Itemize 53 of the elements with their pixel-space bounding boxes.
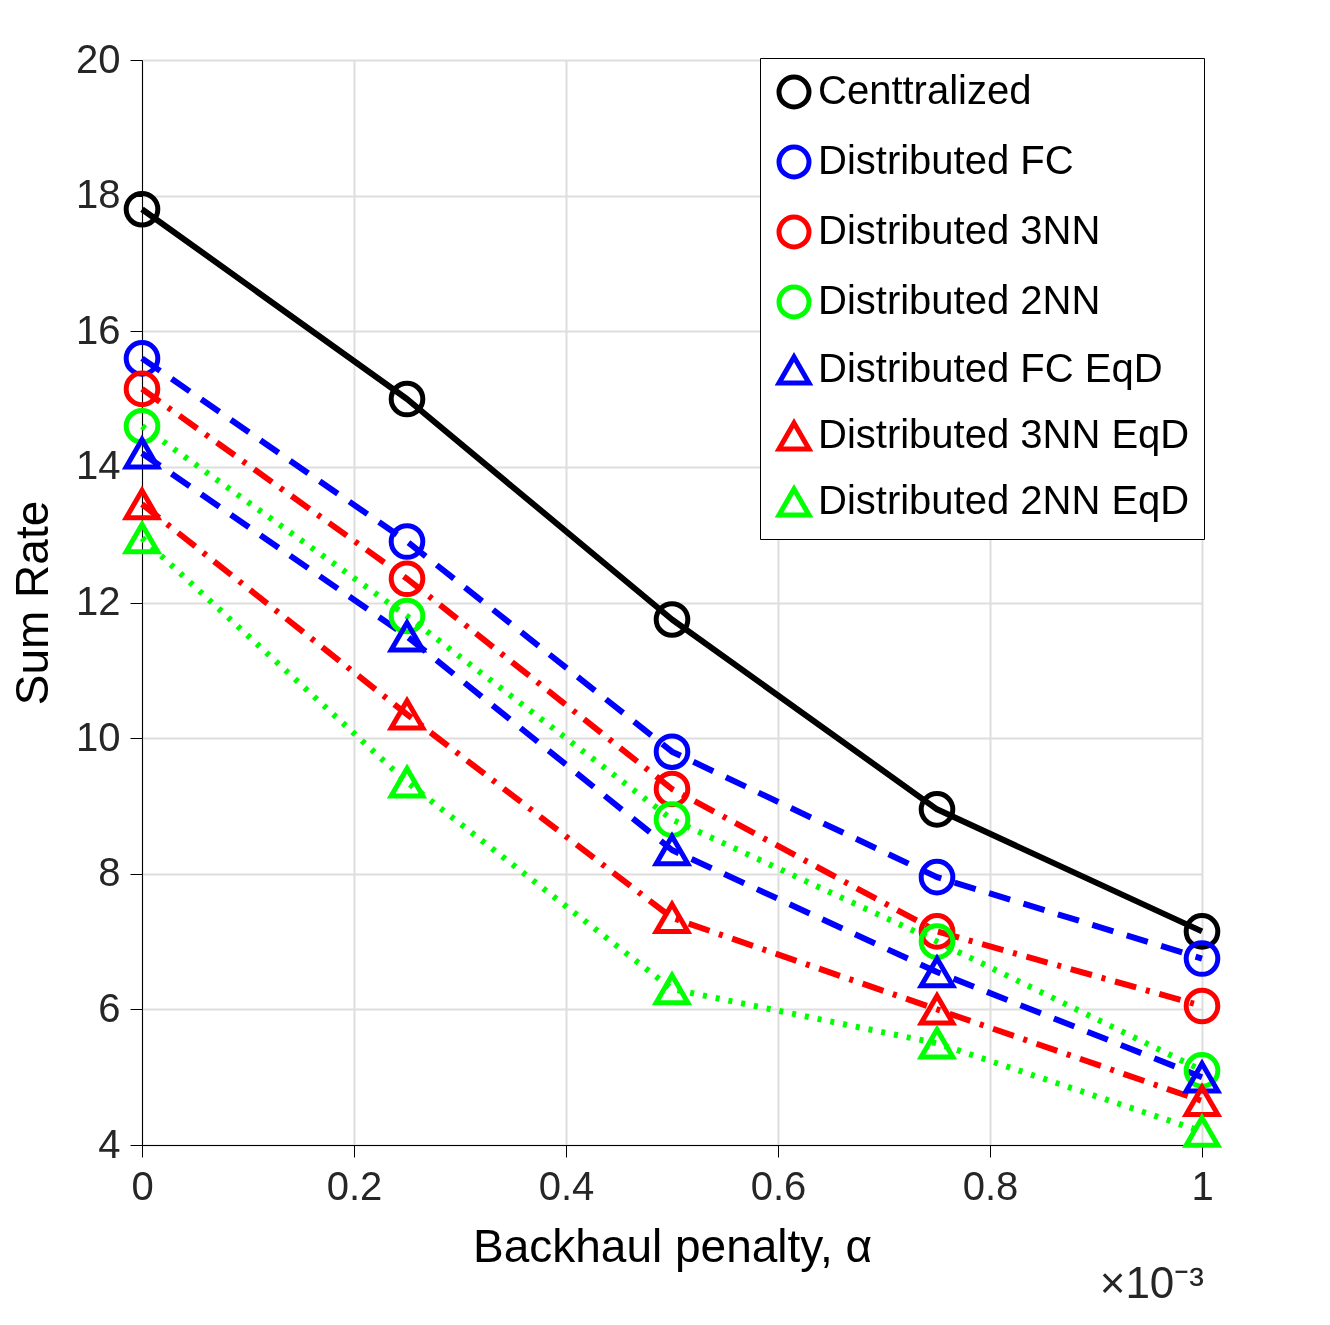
point bbox=[652, 831, 692, 867]
point bbox=[388, 698, 426, 731]
legend-label: Centtralized bbox=[818, 68, 1032, 112]
x-tick-label: 0.6 bbox=[750, 1163, 807, 1208]
point bbox=[653, 801, 691, 838]
point bbox=[1183, 913, 1221, 950]
point bbox=[123, 407, 161, 445]
point bbox=[652, 899, 692, 935]
x-tick-label: 0.4 bbox=[538, 1163, 595, 1208]
point bbox=[1182, 1058, 1222, 1094]
point bbox=[388, 597, 426, 635]
point bbox=[1183, 987, 1221, 1025]
y-tick-label: 14 bbox=[76, 443, 121, 488]
point bbox=[917, 953, 957, 989]
y-tick-label: 4 bbox=[98, 1121, 121, 1166]
x-tick-label: 1 bbox=[1191, 1163, 1214, 1208]
x-tick-label: 0.8 bbox=[962, 1163, 1019, 1208]
y-tick-label: 12 bbox=[76, 579, 121, 623]
legend-label: Distributed 2NN EqD bbox=[818, 478, 1190, 522]
point bbox=[653, 733, 691, 770]
legend-label: Distributed FC EqD bbox=[818, 346, 1163, 390]
point bbox=[653, 601, 691, 638]
point bbox=[1182, 1082, 1222, 1118]
legend-label: Distributed FC bbox=[818, 138, 1074, 182]
x-tick-label: 0 bbox=[131, 1163, 154, 1208]
point bbox=[1183, 1115, 1221, 1148]
point bbox=[123, 370, 161, 408]
point bbox=[122, 519, 162, 555]
point bbox=[918, 858, 956, 896]
point bbox=[1183, 940, 1221, 977]
point bbox=[388, 380, 426, 418]
legend-label: Distributed 3NN bbox=[818, 208, 1101, 252]
y-tick-label: 18 bbox=[76, 172, 121, 217]
point bbox=[123, 190, 161, 228]
point bbox=[388, 560, 426, 598]
point bbox=[918, 993, 956, 1026]
text: ×10⁻³ bbox=[1099, 1258, 1204, 1307]
x-axis-title: Backhaul penalty, α bbox=[472, 1219, 873, 1272]
y-tick-label: 8 bbox=[98, 850, 121, 895]
y-tick-label: 16 bbox=[76, 307, 121, 352]
point bbox=[918, 923, 956, 960]
point bbox=[122, 485, 162, 521]
legend-label: Distributed 3NN EqD bbox=[818, 412, 1190, 456]
y-tick-label: 10 bbox=[76, 714, 121, 759]
x-tick-label: 0.2 bbox=[326, 1163, 383, 1208]
y-axis-title: Sum Rate bbox=[6, 500, 59, 706]
point bbox=[918, 791, 956, 828]
legend-label: Distributed 2NN bbox=[818, 278, 1101, 322]
y-tick-label: 6 bbox=[98, 985, 121, 1030]
point bbox=[652, 970, 692, 1006]
y-tick-label: 20 bbox=[76, 36, 121, 81]
point bbox=[388, 523, 426, 560]
point bbox=[388, 620, 426, 653]
